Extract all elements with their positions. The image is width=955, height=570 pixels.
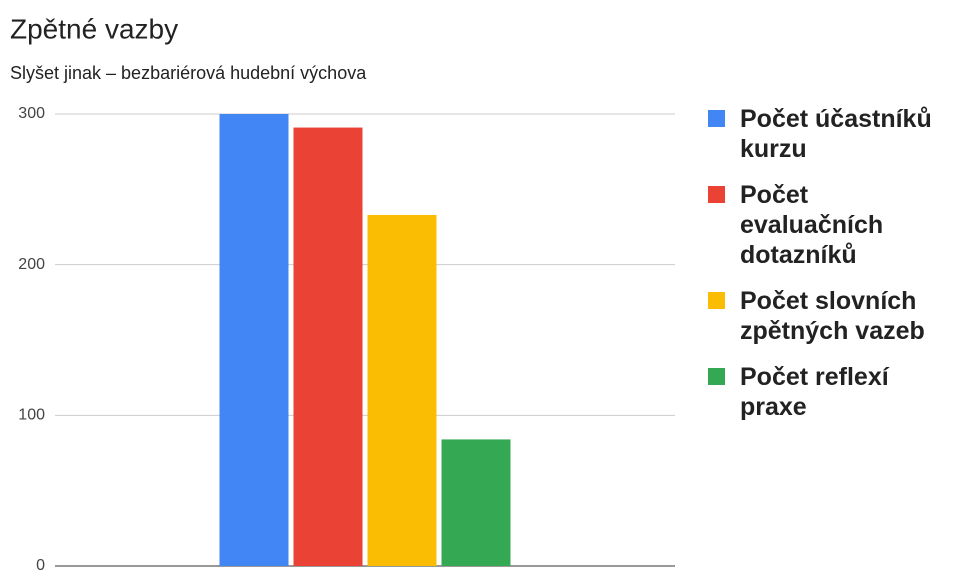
legend-swatch	[708, 292, 725, 309]
legend-swatch	[708, 368, 725, 385]
legend-label: Počet slovních zpětných vazeb	[740, 287, 925, 345]
legend: Počet účastníků kurzu Počet evaluačních d…	[708, 104, 953, 422]
legend-label: Počet evaluačních dotazníků	[740, 181, 884, 269]
legend-label: Počet reflexí praxe	[740, 363, 889, 421]
chart-title: Zpětné vazby	[10, 13, 178, 44]
chart-subtitle: Slyšet jinak – bezbariérová hudební vých…	[10, 63, 367, 83]
bar	[293, 127, 363, 566]
bar	[219, 114, 289, 566]
bar	[441, 439, 511, 566]
legend-swatch	[708, 110, 725, 127]
y-tick-label: 100	[18, 407, 45, 424]
legend-swatch	[708, 186, 725, 203]
legend-item: Počet evaluačních dotazníků	[708, 180, 953, 270]
legend-item: Počet slovních zpětných vazeb	[708, 286, 953, 346]
legend-item: Počet reflexí praxe	[708, 362, 953, 422]
y-tick-label: 0	[36, 557, 45, 570]
bar	[367, 214, 437, 567]
y-tick-label: 200	[18, 256, 45, 273]
legend-item: Počet účastníků kurzu	[708, 104, 953, 164]
legend-label: Počet účastníků kurzu	[740, 105, 932, 163]
y-tick-label: 300	[18, 105, 45, 122]
